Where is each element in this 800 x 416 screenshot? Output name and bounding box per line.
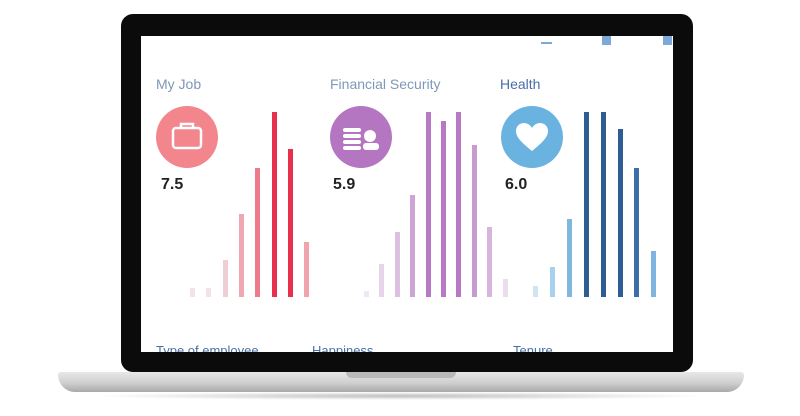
panel-title-financial-security: Financial Security bbox=[330, 76, 441, 92]
bar bbox=[304, 241, 310, 297]
bar bbox=[206, 287, 212, 297]
label-happiness: Happiness bbox=[312, 343, 374, 352]
bar bbox=[617, 128, 623, 297]
bar bbox=[549, 267, 555, 297]
briefcase-icon bbox=[156, 106, 218, 168]
bar bbox=[255, 167, 261, 297]
bar bbox=[441, 121, 446, 297]
score-financial-security: 5.9 bbox=[333, 176, 356, 193]
top-mark bbox=[602, 36, 611, 45]
laptop-shadow bbox=[90, 392, 710, 400]
bar bbox=[271, 112, 277, 297]
dashboard-screen: My Job 7.5 Financial Security 5.9 Health… bbox=[141, 36, 673, 352]
bar bbox=[287, 149, 293, 297]
score-health: 6.0 bbox=[505, 176, 528, 193]
bar bbox=[502, 278, 508, 297]
bar bbox=[394, 232, 400, 297]
bar bbox=[566, 219, 572, 297]
bar bbox=[364, 291, 369, 297]
bar bbox=[651, 250, 657, 297]
laptop-base bbox=[58, 372, 744, 392]
bar bbox=[533, 285, 538, 297]
bar bbox=[634, 167, 640, 297]
bar bbox=[190, 287, 195, 297]
panel-title-health: Health bbox=[500, 76, 541, 92]
bar bbox=[410, 195, 416, 297]
heart-icon bbox=[501, 106, 563, 168]
bar bbox=[456, 112, 462, 297]
bar bbox=[238, 213, 244, 297]
bar bbox=[487, 226, 493, 297]
score-my-job: 7.5 bbox=[161, 176, 184, 193]
coins-person-icon bbox=[330, 106, 392, 168]
bar bbox=[222, 260, 228, 297]
top-mark bbox=[663, 36, 672, 45]
label-type-of-employee: Type of employee bbox=[156, 343, 259, 352]
bar bbox=[425, 112, 431, 297]
top-mark bbox=[541, 42, 552, 44]
bar bbox=[600, 112, 606, 297]
label-tenure: Tenure bbox=[513, 343, 553, 352]
panel-title-my-job: My Job bbox=[156, 76, 202, 92]
bar bbox=[379, 263, 385, 297]
bar bbox=[471, 145, 477, 297]
bar bbox=[583, 112, 589, 297]
laptop-notch bbox=[346, 372, 456, 378]
